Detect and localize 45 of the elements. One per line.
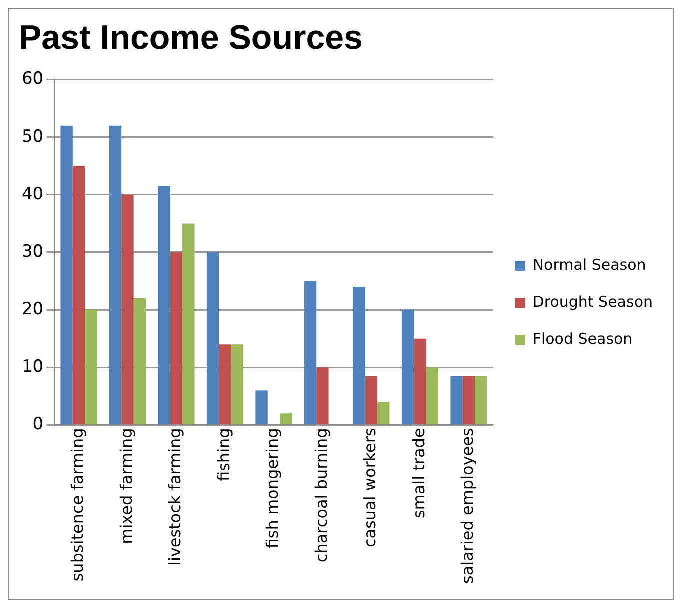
bar	[85, 310, 98, 424]
bar	[462, 376, 476, 424]
bar	[316, 368, 329, 424]
x-tick-label: small trade	[409, 428, 428, 519]
y-tick-label: 30	[22, 242, 44, 262]
bar	[231, 344, 244, 424]
bar	[280, 414, 292, 424]
bar	[304, 281, 317, 424]
bar	[72, 166, 86, 424]
legend-label: Flood Season	[532, 330, 633, 348]
bar	[122, 194, 134, 424]
y-tick-label: 20	[22, 299, 44, 320]
x-tick-label: fishing	[214, 428, 234, 482]
y-tick-label: 10	[22, 357, 44, 378]
x-tick-label: mixed farming	[116, 428, 136, 544]
chart-title: Past Income Sources	[19, 18, 363, 57]
x-tick-label: subsitence farming	[68, 428, 88, 582]
bar	[60, 126, 73, 424]
y-tick-label: 50	[22, 126, 44, 147]
y-tick-label: 60	[22, 69, 44, 90]
bar	[402, 310, 414, 424]
bar	[219, 344, 232, 424]
x-tick-label: livestock farming	[166, 428, 185, 566]
bar	[450, 376, 463, 424]
legend-label: Drought Season	[532, 292, 654, 311]
x-tick-label: charcoal burning	[312, 428, 331, 563]
bar	[426, 368, 438, 424]
bar	[170, 252, 183, 424]
bar	[134, 298, 146, 424]
bar	[206, 252, 220, 424]
x-tick-label: fish mongering	[263, 428, 282, 549]
bar	[365, 376, 378, 424]
bar	[109, 126, 122, 424]
x-tick-label: salaried employees	[458, 428, 478, 584]
bar	[353, 287, 366, 424]
bar	[158, 186, 170, 424]
y-tick-label: 0	[32, 414, 44, 435]
bar	[475, 376, 488, 424]
bar	[414, 338, 426, 424]
bar	[182, 224, 195, 424]
legend-label: Normal Season	[532, 256, 646, 274]
bar	[256, 390, 268, 424]
y-tick-label: 40	[22, 184, 44, 204]
bar	[378, 402, 390, 424]
x-tick-label: casual workers	[360, 428, 380, 548]
